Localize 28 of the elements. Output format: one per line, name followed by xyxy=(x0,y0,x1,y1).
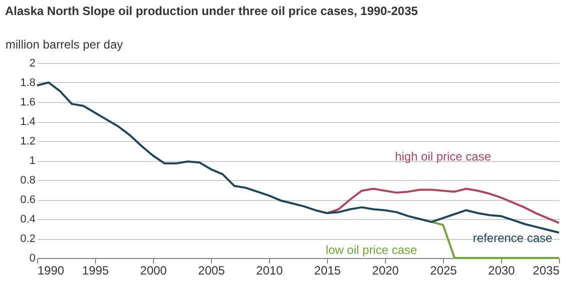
series-label: reference case xyxy=(472,230,553,245)
y-tick-label: 0.6 xyxy=(20,194,36,206)
x-tick-label: 2035 xyxy=(532,264,560,278)
y-tick-label: 0.4 xyxy=(20,214,36,226)
line-series xyxy=(326,188,560,224)
y-tick-label: 1 xyxy=(29,155,36,167)
x-tick-label: 2010 xyxy=(256,264,284,278)
line-series xyxy=(36,82,560,234)
y-tick-label: 1.8 xyxy=(20,77,36,89)
x-tick-label: 2000 xyxy=(140,264,168,278)
x-tick-label: 2020 xyxy=(372,264,400,278)
y-tick-label: 0 xyxy=(29,252,36,264)
y-tick-label: 1.2 xyxy=(20,136,36,148)
y-tick-label: 0.2 xyxy=(20,233,36,245)
x-tick-label: 2030 xyxy=(488,264,516,278)
y-tick-label: 1.4 xyxy=(20,116,36,128)
y-tick-label: 0.8 xyxy=(20,174,36,186)
y-axis-title: million barrels per day xyxy=(6,38,123,52)
x-tick-label: 2005 xyxy=(198,264,226,278)
y-tick-label: 1.6 xyxy=(20,96,36,108)
y-tick-label: 2 xyxy=(29,58,36,70)
x-tick-label: 2015 xyxy=(314,264,342,278)
chart-title: Alaska North Slope oil production under three oil price cases, 1990-2035 xyxy=(5,4,418,18)
x-tick-label: 1995 xyxy=(82,264,110,278)
text: low oil price case xyxy=(326,242,418,257)
text: high oil price case xyxy=(394,150,492,164)
x-tick-label: 1990 xyxy=(38,264,65,278)
x-tick-label: 2025 xyxy=(430,264,458,278)
